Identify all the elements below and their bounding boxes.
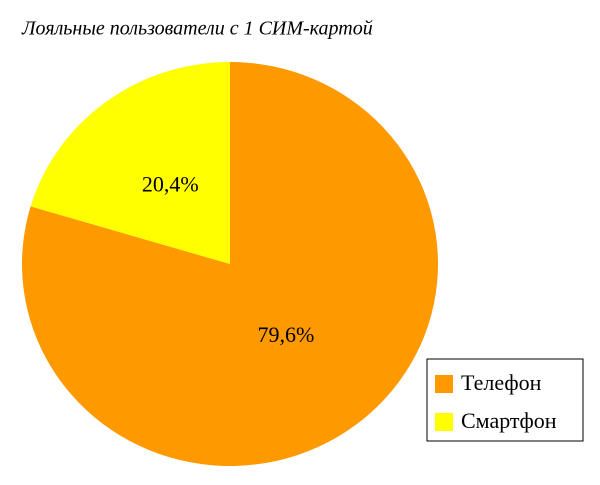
pie-slice	[30, 61, 230, 265]
data-label: 20,4%	[142, 171, 199, 196]
chart-title: Лояльные пользователи с 1 СИМ-картой	[21, 18, 373, 40]
legend-label: Телефон	[461, 370, 542, 395]
legend-label: Смартфон	[461, 408, 557, 433]
legend-swatch	[435, 375, 453, 393]
data-label: 79,6%	[258, 322, 315, 347]
legend-swatch	[435, 413, 453, 431]
pie-slice	[21, 62, 438, 467]
